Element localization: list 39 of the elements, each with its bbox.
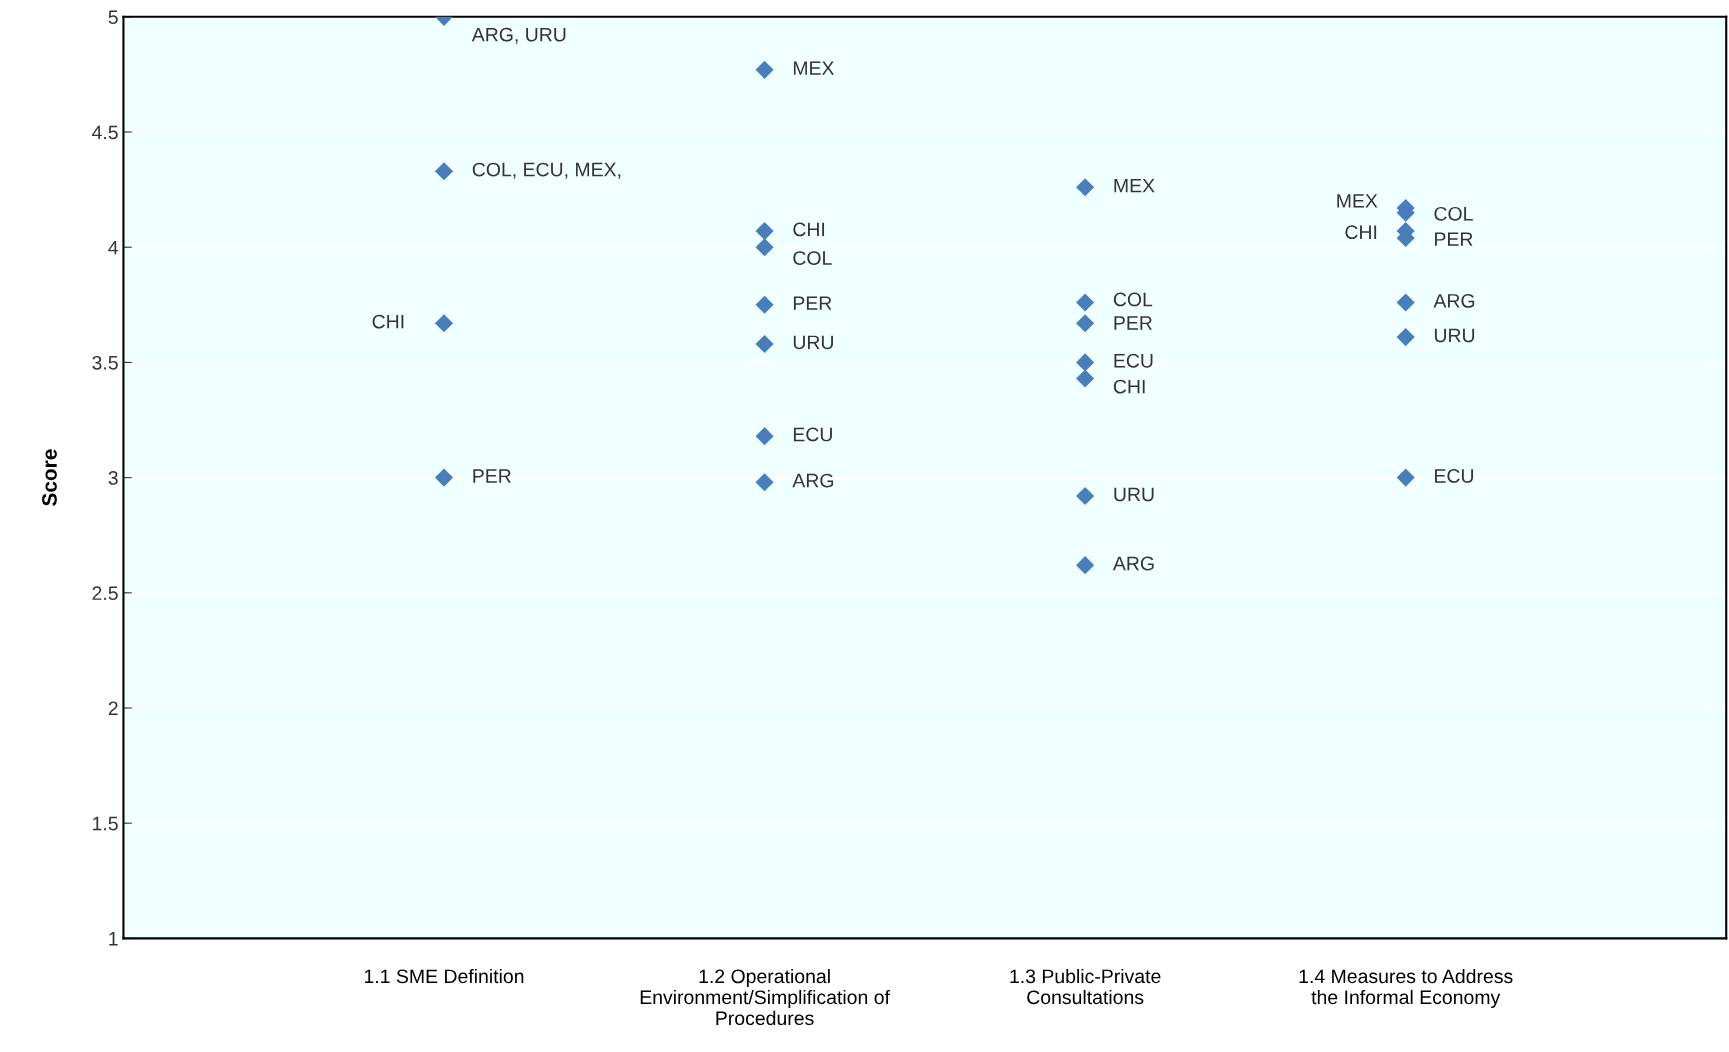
annotation: URU [1434, 328, 1475, 343]
annotation: MEX [1114, 178, 1155, 193]
annotation: ARG, URU [471, 27, 566, 44]
y-tick-label: 1.5 [93, 816, 118, 831]
annotation: CHI [1113, 379, 1145, 394]
annotation: PER [1435, 232, 1473, 246]
y-tick-label: 2 [108, 701, 118, 716]
annotation: ECU [793, 427, 832, 442]
annotation: COL [793, 251, 832, 265]
y-tick-label: 1 [109, 932, 118, 946]
annotation: PER [793, 296, 832, 310]
annotation: COL [1434, 206, 1473, 221]
annotation: CHI [1345, 225, 1377, 240]
annotation: ECU [1435, 469, 1474, 483]
annotation: CHI [793, 222, 825, 237]
y-tick-label: 5 [108, 10, 118, 25]
x-tick-label: 1.4 Measures to Address the Informal Economy [1299, 968, 1513, 1009]
annotation: COL, ECU, MEX, [472, 162, 621, 179]
annotation: ECU [1114, 353, 1153, 368]
y-tick-label: 3 [108, 471, 118, 485]
y-axis-title: Score [42, 449, 57, 506]
y-tick-label: 4 [108, 240, 119, 255]
annotation: ARG [1433, 293, 1475, 308]
x-tick-label: 1.1 SME Definition [364, 968, 524, 984]
y-tick-label: 4.5 [92, 125, 118, 140]
annotation: CHI [372, 314, 404, 329]
annotation: PER [473, 469, 511, 483]
y-tick-label: 3.5 [92, 355, 118, 370]
annotation: URU [793, 335, 833, 350]
y-tick-label: 2.5 [92, 586, 118, 601]
x-tick-label: 1.3 Public-Private Consultations [1010, 968, 1161, 1005]
annotation: PER [1114, 316, 1152, 330]
annotation: URU [1114, 487, 1154, 502]
annotation: ARG [1112, 556, 1154, 571]
annotation: MEX [1337, 194, 1378, 208]
annotation: ARG [792, 473, 834, 488]
annotation: COL [1113, 292, 1153, 307]
annotation: MEX [793, 61, 835, 75]
x-tick-label: 1.2 Operational Environment/Simplification of Procedures [640, 968, 890, 1026]
